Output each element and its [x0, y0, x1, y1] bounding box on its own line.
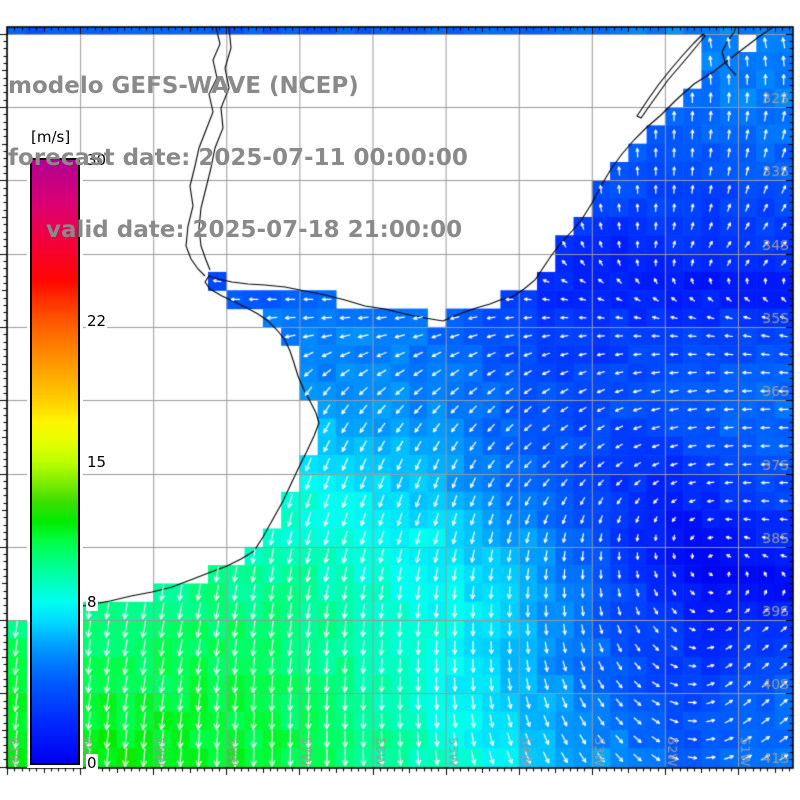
- colorbar: [27, 155, 83, 768]
- colorbar-tick-0: 0: [86, 754, 98, 772]
- colorbar-tick-15: 15: [86, 452, 108, 471]
- forecast-date-text: forecast date: 2025-07-11 00:00:00: [8, 145, 468, 171]
- title-block: modelo GEFS-WAVE (NCEP) forecast date: 2…: [8, 26, 468, 290]
- colorbar-gradient: [30, 158, 80, 765]
- colorbar-tick-22: 22: [86, 311, 108, 330]
- model-title: modelo GEFS-WAVE (NCEP): [8, 73, 359, 99]
- colorbar-unit-label: [m/s]: [29, 128, 73, 146]
- colorbar-tick-30: 30: [86, 151, 108, 169]
- colorbar-tick-8: 8: [86, 593, 98, 612]
- valid-date-text: valid date: 2025-07-18 21:00:00: [46, 217, 463, 243]
